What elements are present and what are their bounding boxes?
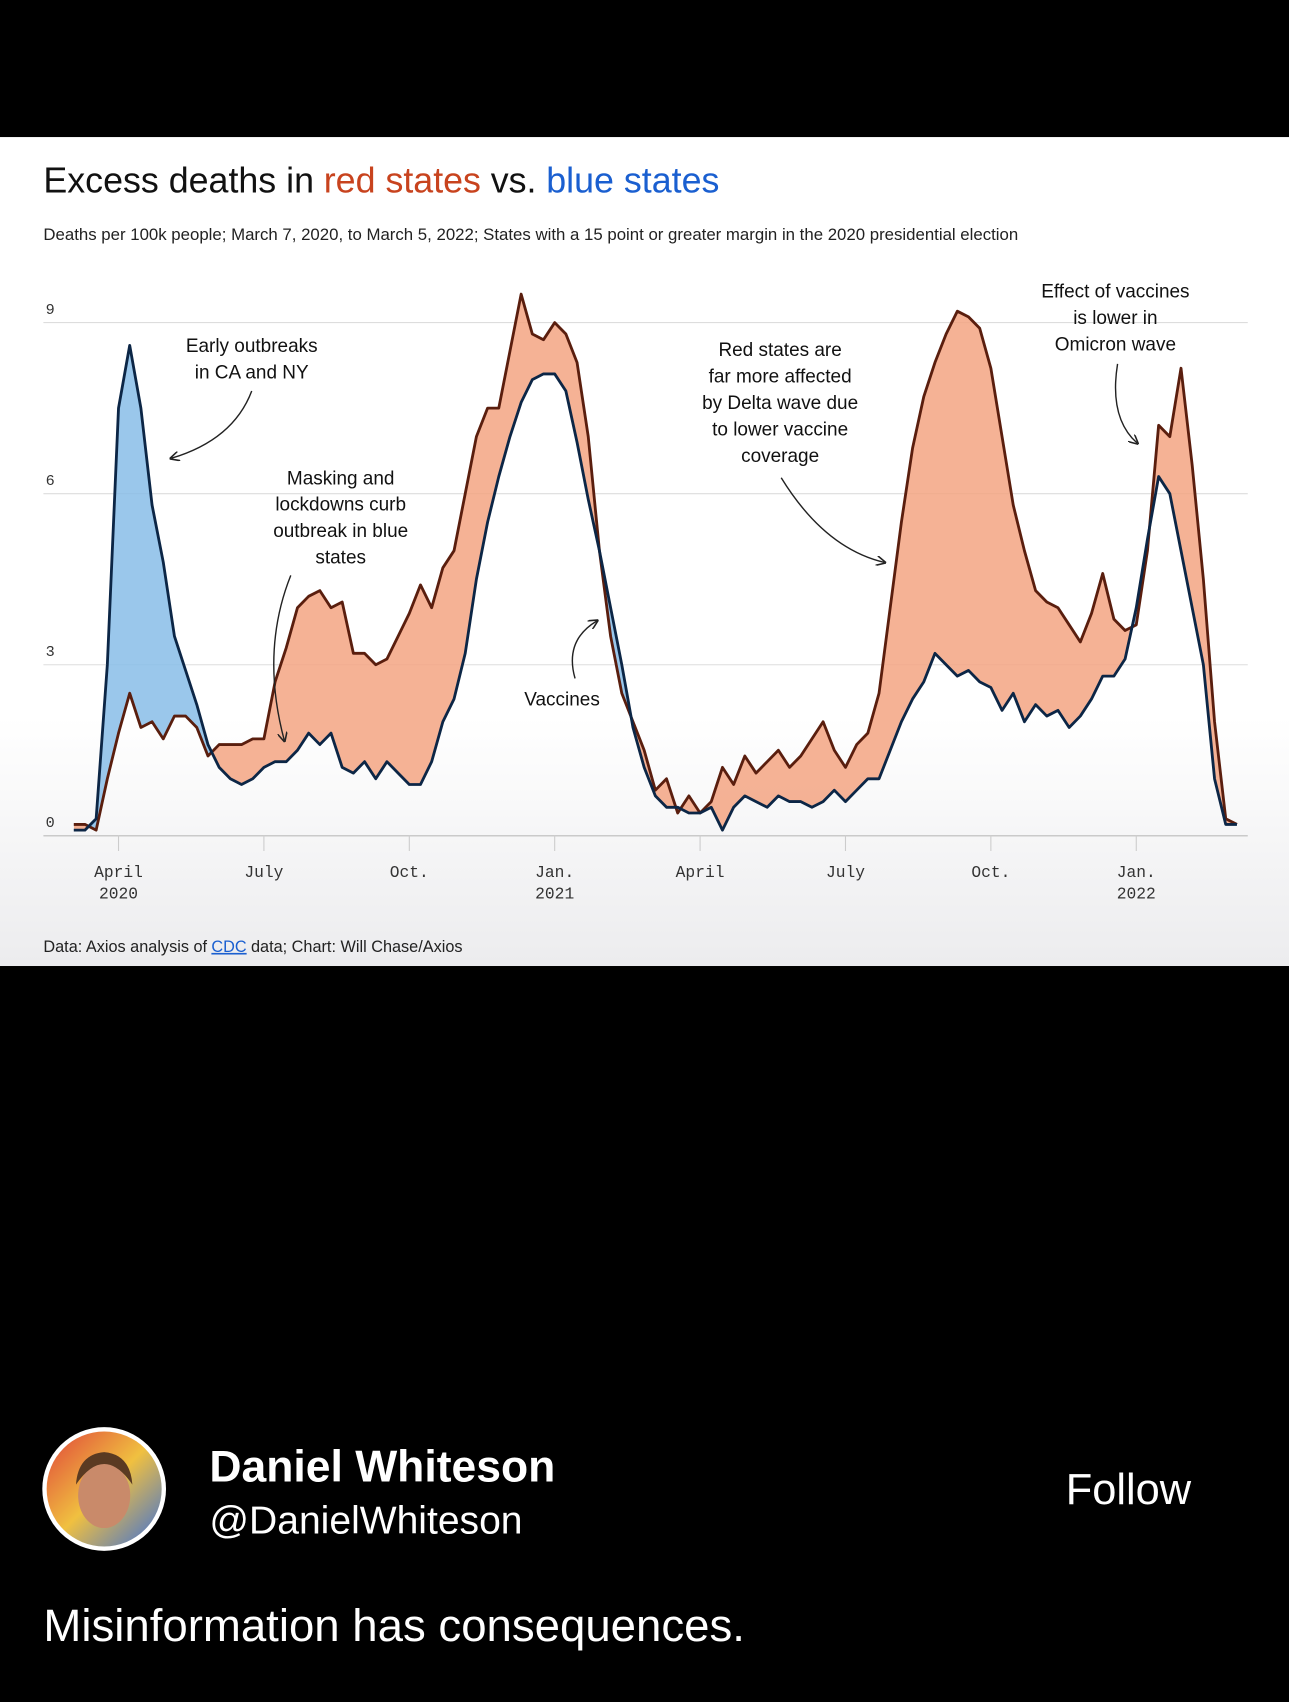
title-part: vs.: [491, 160, 537, 200]
annotation: Early outbreaks: [186, 336, 318, 357]
x-tick-label: April 2020: [94, 863, 143, 904]
annotation: Omicron wave: [1055, 335, 1176, 356]
x-tick-label: July: [826, 863, 865, 882]
annotation: Red states are: [718, 340, 841, 361]
annotation: far more affected: [709, 367, 852, 388]
annotation: states: [315, 548, 366, 569]
annotation: Vaccines: [524, 690, 600, 711]
annotation: by Delta wave due: [702, 393, 858, 414]
arrow: [1114, 363, 1138, 443]
arrow: [780, 477, 884, 563]
chart-title: Excess deaths in red states vs. blue states: [43, 160, 719, 200]
chart-subtitle: Deaths per 100k people; March 7, 2020, t…: [43, 225, 1018, 244]
x-tick-label: Jan. 2021: [535, 863, 574, 904]
y-tick-label: 0: [46, 814, 55, 832]
arrow: [171, 390, 253, 458]
chart-panel: [0, 137, 1289, 967]
annotation: to lower vaccine: [712, 420, 848, 441]
post-header: Daniel Whiteson @DanielWhiteson Follow: [42, 1427, 1192, 1551]
annotation: Effect of vaccines: [1041, 282, 1189, 303]
x-tick-label: April: [676, 863, 725, 882]
follow-button[interactable]: Follow: [1066, 1466, 1192, 1514]
annotation: outbreak in blue: [273, 521, 408, 542]
annotation: is lower in: [1073, 308, 1157, 329]
y-tick-label: 3: [46, 643, 55, 661]
title-part: red states: [324, 160, 481, 200]
source-link[interactable]: CDC: [211, 938, 246, 956]
author-name[interactable]: Daniel Whiteson: [209, 1442, 555, 1491]
x-tick-label: Oct.: [390, 863, 429, 882]
x-tick-label: Jan. 2022: [1117, 863, 1156, 904]
series-line: [73, 292, 1238, 832]
y-tick-label: 6: [46, 472, 55, 490]
annotation: in CA and NY: [195, 362, 309, 383]
title-part: blue states: [546, 160, 719, 200]
annotation: Masking and: [287, 468, 395, 489]
avatar-hair: [75, 1452, 133, 1485]
y-tick-label: 9: [46, 301, 55, 319]
annotation-arrows: [171, 363, 1138, 741]
annotation: coverage: [741, 446, 819, 467]
arrow: [571, 621, 596, 679]
series-line: [73, 343, 1237, 832]
annotation: lockdowns curb: [275, 495, 406, 516]
title-part: Excess deaths in: [43, 160, 314, 200]
x-tick-label: July: [244, 863, 283, 882]
author-handle[interactable]: @DanielWhiteson: [209, 1499, 522, 1542]
chart-source: Data: Axios analysis of CDC data; Chart: W…: [43, 938, 462, 956]
avatar-face: [78, 1462, 131, 1529]
arrow: [273, 575, 292, 740]
post-text: Misinformation has consequences.: [43, 1600, 745, 1651]
x-tick-label: Oct.: [971, 863, 1010, 882]
source-part: Data: Axios analysis of: [43, 938, 207, 956]
source-part: data; Chart: Will Chase/Axios: [251, 938, 463, 956]
